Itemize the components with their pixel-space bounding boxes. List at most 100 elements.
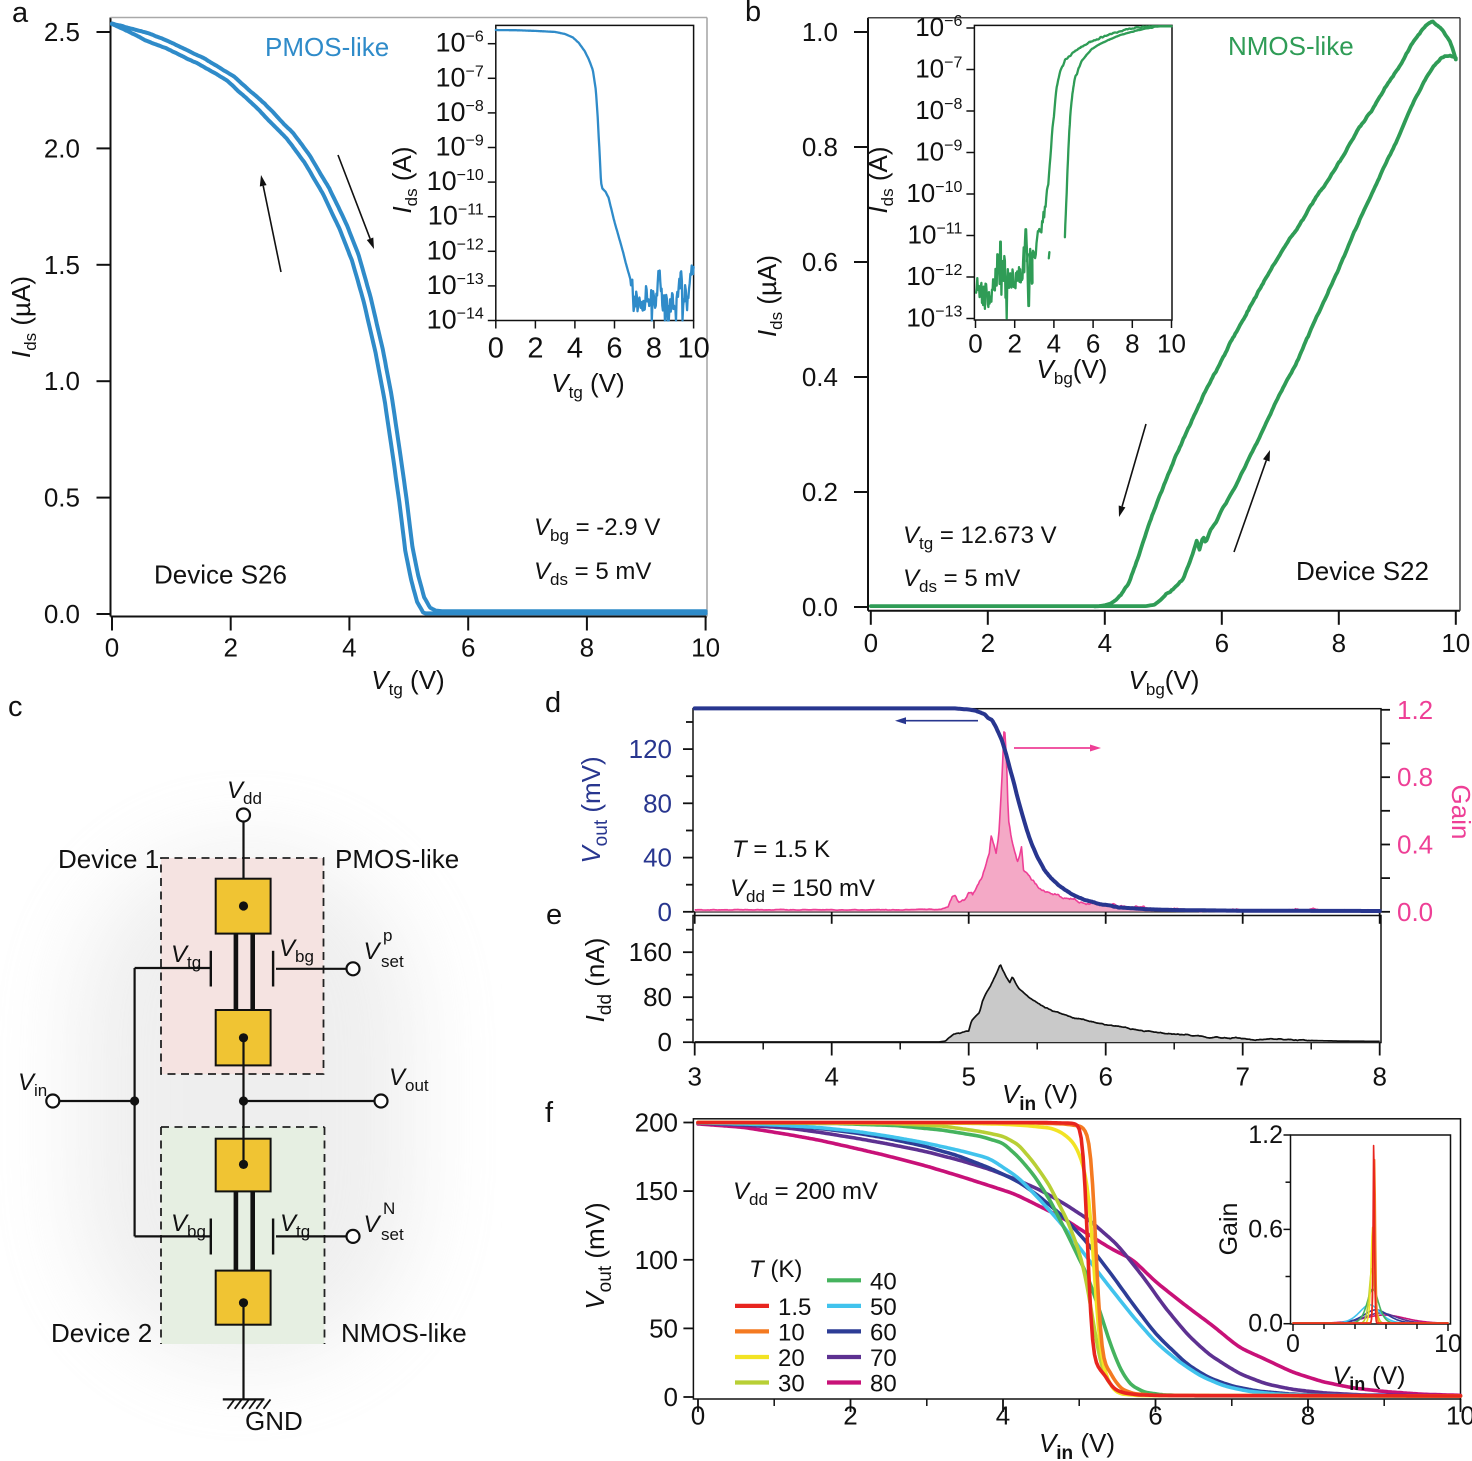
- svg-text:e: e: [546, 899, 562, 931]
- svg-text:8: 8: [580, 633, 594, 663]
- svg-text:10−13: 10−13: [427, 270, 484, 300]
- svg-text:6: 6: [1215, 628, 1229, 658]
- svg-text:2.5: 2.5: [44, 17, 80, 47]
- svg-text:4: 4: [824, 1062, 838, 1092]
- svg-text:6: 6: [606, 333, 622, 365]
- svg-text:1.0: 1.0: [44, 366, 80, 396]
- svg-text:a: a: [12, 0, 29, 29]
- svg-text:80: 80: [870, 1371, 897, 1398]
- svg-text:0.2: 0.2: [802, 477, 838, 507]
- svg-text:Vtg = 12.673 V: Vtg = 12.673 V: [903, 522, 1057, 553]
- svg-text:1.2: 1.2: [1248, 1121, 1283, 1149]
- svg-text:0: 0: [1286, 1330, 1300, 1358]
- svg-text:N: N: [383, 1199, 395, 1218]
- svg-text:5: 5: [961, 1062, 975, 1092]
- svg-text:Vtg: Vtg: [171, 941, 201, 972]
- svg-text:Gain: Gain: [1446, 785, 1472, 840]
- svg-text:0.8: 0.8: [802, 132, 838, 162]
- svg-text:0.5: 0.5: [44, 483, 80, 513]
- svg-text:10: 10: [677, 333, 709, 365]
- svg-text:b: b: [745, 0, 761, 28]
- svg-text:70: 70: [870, 1345, 897, 1372]
- svg-text:8: 8: [1301, 1401, 1315, 1431]
- svg-text:NMOS-like: NMOS-like: [1228, 31, 1354, 61]
- svg-text:40: 40: [870, 1268, 897, 1295]
- svg-text:20: 20: [778, 1345, 805, 1372]
- svg-text:10: 10: [1441, 628, 1470, 658]
- svg-text:0: 0: [664, 1382, 678, 1412]
- svg-text:10: 10: [778, 1319, 805, 1346]
- svg-text:50: 50: [649, 1313, 678, 1343]
- svg-text:2: 2: [843, 1401, 857, 1431]
- svg-text:8: 8: [1372, 1062, 1386, 1092]
- svg-text:Device S26: Device S26: [154, 560, 287, 590]
- svg-text:2: 2: [223, 633, 237, 663]
- svg-text:40: 40: [643, 843, 672, 873]
- svg-text:PMOS-like: PMOS-like: [265, 32, 389, 62]
- svg-text:0: 0: [691, 1401, 705, 1431]
- svg-text:0.0: 0.0: [44, 599, 80, 629]
- svg-text:10−11: 10−11: [908, 220, 963, 250]
- svg-text:0.0: 0.0: [1248, 1310, 1283, 1338]
- svg-text:10: 10: [1434, 1330, 1462, 1358]
- svg-text:PMOS-like: PMOS-like: [335, 844, 459, 874]
- svg-text:0: 0: [105, 633, 119, 663]
- svg-text:1.0: 1.0: [802, 17, 838, 47]
- svg-text:2: 2: [527, 333, 543, 365]
- svg-text:NMOS-like: NMOS-like: [341, 1318, 467, 1348]
- svg-text:80: 80: [643, 788, 672, 818]
- svg-text:10−10: 10−10: [906, 178, 962, 208]
- svg-text:6: 6: [461, 633, 475, 663]
- svg-text:0: 0: [968, 329, 982, 359]
- svg-text:4: 4: [567, 333, 583, 365]
- svg-text:T = 1.5 K: T = 1.5 K: [732, 836, 830, 863]
- svg-text:1.5: 1.5: [778, 1294, 811, 1321]
- svg-text:120: 120: [629, 734, 672, 764]
- svg-text:set: set: [381, 1225, 404, 1244]
- svg-text:0: 0: [658, 897, 672, 927]
- svg-text:Gain: Gain: [1215, 1203, 1243, 1256]
- svg-text:0.0: 0.0: [1397, 897, 1433, 927]
- svg-text:0.6: 0.6: [802, 247, 838, 277]
- svg-text:Ids (A): Ids (A): [863, 146, 897, 213]
- svg-text:1.5: 1.5: [44, 250, 80, 280]
- svg-text:60: 60: [870, 1319, 897, 1346]
- svg-text:10−11: 10−11: [428, 201, 484, 231]
- svg-text:Vin (V): Vin (V): [1333, 1362, 1406, 1394]
- svg-text:8: 8: [646, 333, 662, 365]
- svg-text:0.4: 0.4: [802, 362, 838, 392]
- svg-text:10−9: 10−9: [915, 137, 962, 167]
- svg-text:4: 4: [1047, 329, 1061, 359]
- svg-text:160: 160: [629, 937, 672, 967]
- svg-text:set: set: [381, 952, 404, 971]
- svg-text:T (K): T (K): [749, 1256, 802, 1283]
- svg-text:7: 7: [1235, 1062, 1249, 1092]
- svg-text:30: 30: [778, 1371, 805, 1398]
- svg-text:0.4: 0.4: [1397, 830, 1433, 860]
- svg-text:Ids (µA): Ids (µA): [6, 276, 40, 358]
- svg-text:V: V: [364, 1211, 382, 1238]
- svg-text:Device 2: Device 2: [51, 1318, 152, 1348]
- svg-text:10−14: 10−14: [427, 305, 484, 335]
- svg-text:200: 200: [635, 1108, 678, 1138]
- svg-text:2: 2: [981, 628, 995, 658]
- svg-text:6: 6: [1098, 1062, 1112, 1092]
- svg-text:Vbg = -2.9 V: Vbg = -2.9 V: [534, 514, 660, 545]
- svg-text:Vtg (V): Vtg (V): [371, 665, 444, 699]
- svg-text:10−8: 10−8: [915, 95, 962, 125]
- svg-text:10: 10: [1446, 1401, 1472, 1431]
- svg-text:c: c: [8, 691, 23, 723]
- svg-text:0.8: 0.8: [1397, 762, 1433, 792]
- svg-text:80: 80: [643, 982, 672, 1012]
- svg-text:150: 150: [635, 1176, 678, 1206]
- svg-text:d: d: [545, 687, 561, 719]
- svg-text:0: 0: [864, 628, 878, 658]
- svg-text:V: V: [364, 938, 382, 965]
- svg-text:2: 2: [1007, 329, 1021, 359]
- svg-text:Vbg(V): Vbg(V): [1037, 354, 1108, 388]
- svg-text:Vdd = 150 mV: Vdd = 150 mV: [730, 875, 875, 906]
- svg-text:10−13: 10−13: [906, 303, 962, 333]
- svg-text:f: f: [545, 1097, 554, 1129]
- svg-text:4: 4: [342, 633, 356, 663]
- svg-text:p: p: [383, 926, 392, 945]
